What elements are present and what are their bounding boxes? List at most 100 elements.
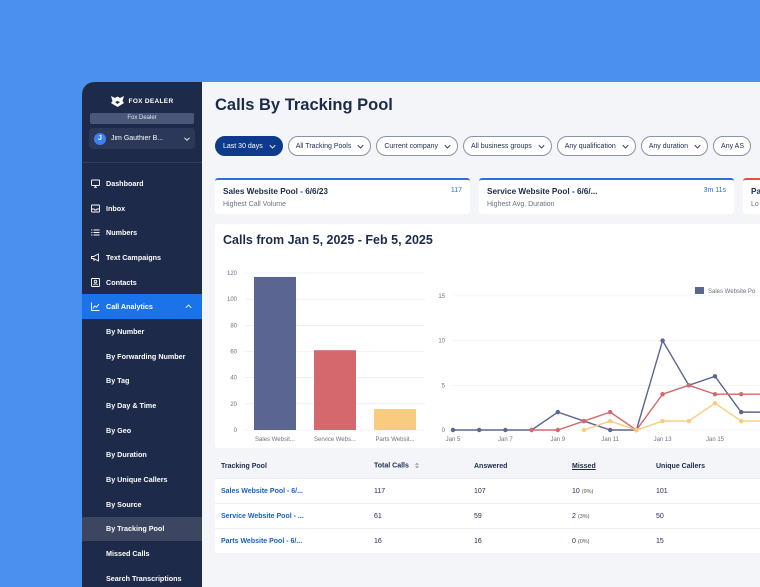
missed-count: 10 (572, 487, 580, 495)
legend-label: Sales Website Po (708, 289, 756, 295)
x-tick-label: Service Webs... (314, 437, 356, 443)
pool-link[interactable]: Sales Website Pool - 6/... (221, 487, 303, 495)
cell-answered: 59 (474, 512, 482, 520)
megaphone-icon (91, 253, 99, 262)
data-point (660, 338, 665, 343)
missed-count: 2 (572, 512, 576, 520)
card-title: Pa (751, 187, 760, 196)
nav-contacts[interactable]: Contacts (82, 270, 202, 295)
subnav-by-source[interactable]: By Source (106, 499, 142, 509)
data-point (739, 409, 744, 415)
qualification-filter[interactable]: Any qualification (556, 136, 636, 156)
missed-count: 0 (572, 537, 576, 545)
col-answered[interactable]: Answered (474, 462, 508, 470)
pool-link[interactable]: Parts Website Pool - 6/... (221, 537, 303, 545)
chevron-down-icon (538, 144, 545, 149)
pool-link[interactable]: Service Website Pool - ... (221, 512, 304, 520)
subnav-by-tracking-pool[interactable]: By Tracking Pool (82, 516, 202, 542)
subnav-by-forwarding-number[interactable]: By Forwarding Number (106, 351, 186, 361)
avatar: J (94, 132, 106, 145)
fox-logo-icon (110, 95, 124, 107)
filter-label: Any duration (648, 142, 689, 150)
y-tick-label: 20 (230, 402, 237, 408)
summary-card-volume[interactable]: Sales Website Pool - 6/6/23 117 Highest … (215, 178, 470, 214)
subnav-by-day-time[interactable]: By Day & Time (106, 401, 157, 411)
nav-dashboard[interactable]: Dashboard (82, 171, 202, 196)
col-label: Total Calls (374, 462, 409, 470)
bar (314, 350, 356, 430)
nav-label: Contacts (106, 277, 137, 287)
data-point (712, 400, 718, 406)
card-subtitle: Highest Avg. Duration (487, 201, 555, 208)
card-title: Service Website Pool - 6/6/... (487, 187, 598, 196)
summary-card-duration[interactable]: Service Website Pool - 6/6/... 3m 11s Hi… (479, 178, 734, 214)
company-filter[interactable]: Current company (376, 136, 459, 156)
y-tick-label: 120 (227, 271, 238, 277)
cell-total: 61 (374, 512, 382, 520)
y-tick-label: 80 (230, 323, 237, 329)
cell-total: 16 (374, 537, 382, 545)
table-row[interactable]: Service Website Pool - ... 61 59 2 (3%) … (215, 503, 760, 528)
col-unique-callers[interactable]: Unique Callers (656, 462, 706, 470)
subnav-by-tag[interactable]: By Tag (106, 376, 130, 386)
chevron-down-icon (184, 136, 190, 141)
as-filter[interactable]: Any AS (713, 136, 752, 156)
filter-label: Any AS (721, 142, 745, 150)
cell-answered: 107 (474, 487, 486, 495)
line-chart-icon (91, 302, 100, 312)
card-subtitle: Lo (751, 201, 759, 208)
summary-card-lowest[interactable]: Pa Lo (743, 178, 760, 214)
x-tick-label: Jan 5 (446, 437, 461, 443)
duration-filter[interactable]: Any duration (640, 136, 709, 156)
nav-numbers[interactable]: Numbers (82, 220, 202, 245)
data-point (712, 374, 718, 379)
filter-label: Current company (384, 142, 439, 150)
table-row[interactable]: Sales Website Pool - 6/... 117 107 10 (9… (215, 478, 760, 503)
cell-unique: 50 (656, 512, 664, 520)
missed-percent: (9%) (581, 488, 594, 495)
dealer-name: Fox Dealer (90, 113, 194, 124)
chevron-up-icon[interactable] (185, 303, 192, 310)
nav-inbox[interactable]: Inbox (82, 196, 202, 221)
inbox-icon (91, 204, 100, 212)
filter-label: All business groups (471, 142, 532, 150)
table-header: Tracking Pool Total Calls Answered Misse… (215, 454, 760, 478)
subnav-by-unique-callers[interactable]: By Unique Callers (106, 475, 168, 485)
y-tick-label: 10 (438, 339, 445, 345)
table-row[interactable]: Parts Website Pool - 6/... 16 16 0 (0%) … (215, 528, 760, 553)
chevron-down-icon (694, 144, 701, 149)
sort-icon[interactable] (414, 462, 420, 469)
col-tracking-pool[interactable]: Tracking Pool (221, 462, 267, 470)
subnav-by-duration[interactable]: By Duration (106, 450, 147, 460)
list-icon (91, 229, 100, 236)
nav-text-campaigns[interactable]: Text Campaigns (82, 245, 202, 270)
col-missed[interactable]: Missed (572, 462, 596, 470)
sidebar-divider (82, 162, 202, 163)
subnav-search-transcriptions[interactable]: Search Transcriptions (106, 573, 182, 583)
x-tick-label: Sales Websit... (255, 437, 295, 443)
user-name: Jim Gauthier B... (111, 135, 164, 142)
chevron-down-icon (357, 144, 364, 149)
subnav-missed-calls[interactable]: Missed Calls (106, 549, 150, 559)
main-content: Calls By Tracking Pool Last 30 days All … (202, 82, 760, 587)
data-point (581, 427, 587, 433)
nav-label: Inbox (106, 203, 126, 213)
user-switcher[interactable]: J Jim Gauthier B... (89, 128, 195, 149)
filter-label: All Tracking Pools (295, 142, 352, 150)
data-point (739, 418, 744, 424)
line-chart: 0 5 10 15 Jan 5 Jan 7 Jan 9 Jan 11 Jan 13 Jan 15 S… (438, 287, 760, 443)
data-point (686, 418, 691, 424)
x-tick-label: Parts Websit... (376, 437, 415, 443)
col-total-calls[interactable]: Total Calls (374, 462, 474, 470)
business-group-filter[interactable]: All business groups (463, 136, 552, 156)
tracking-pool-filter[interactable]: All Tracking Pools (287, 136, 372, 156)
monitor-icon (91, 179, 100, 188)
nav-label: Text Campaigns (106, 252, 161, 262)
bar-chart: 0 20 40 60 80 100 120 Sales Websit... Service We… (227, 271, 425, 443)
date-range-filter[interactable]: Last 30 days (215, 136, 283, 156)
subnav-by-geo[interactable]: By Geo (106, 425, 132, 435)
nav-call-analytics[interactable]: Call Analytics (82, 294, 202, 320)
subnav-by-number[interactable]: By Number (106, 326, 145, 336)
y-tick-label: 15 (438, 294, 445, 300)
x-tick-label: Jan 15 (706, 437, 725, 443)
